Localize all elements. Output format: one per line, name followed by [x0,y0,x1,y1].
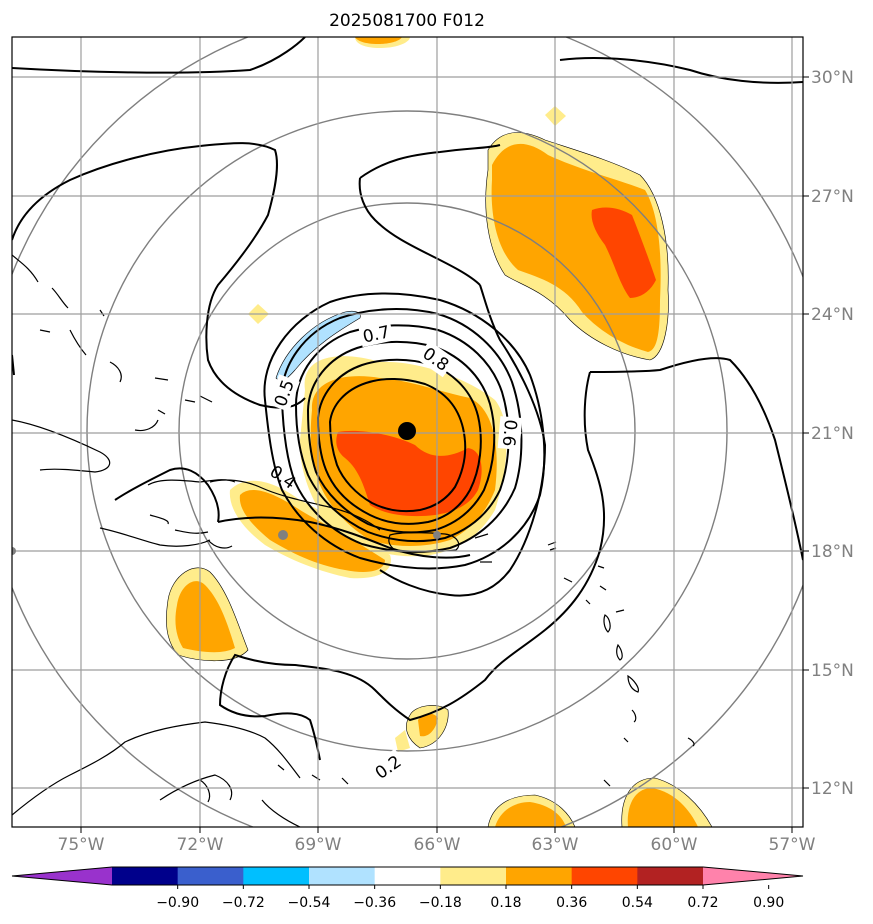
lat-label: 15°N [811,661,854,681]
longitude-labels: 75°W 72°W 69°W 66°W 63°W 60°W 57°W [58,835,816,855]
figure-title: 2025081700 F012 [329,11,485,31]
lat-label: 30°N [811,68,854,88]
colorbar-swatch [571,867,638,885]
latitude-labels: 30°N 27°N 24°N 21°N 18°N 15°N 12°N [811,68,854,799]
colorbar-extend-low [12,867,112,885]
colorbar-label: 0.90 [753,895,784,911]
colorbar-extend-high [703,867,803,885]
shading-high [336,207,656,517]
lon-label: 66°W [414,835,461,855]
lat-label: 21°N [811,424,854,444]
colorbar-label: 0.54 [622,895,653,911]
coastlines [12,254,695,827]
storm-center-marker [398,422,416,440]
range-rings [12,37,803,827]
lat-label: 12°N [811,779,854,799]
colorbar-swatch [506,867,573,885]
lon-label: 60°W [651,835,698,855]
shade-outlines [166,132,713,827]
colorbar: −0.90 −0.72 −0.54 −0.36 −0.18 0.18 0.36 0.54 0.7… [11,866,804,911]
map-border [11,36,804,828]
contour-label-0-6: 0.6 [498,419,520,448]
contours-outer [12,37,803,761]
colorbar-swatch [374,867,441,885]
colorbar-label: 0.36 [556,895,587,911]
lon-label: 72°W [177,835,224,855]
colorbar-label: 0.72 [687,895,718,911]
lat-label: 24°N [811,305,854,325]
colorbar-swatch [309,867,376,885]
colorbar-label: −0.36 [353,895,396,911]
colorbar-outline [11,866,804,886]
colorbar-label: 0.18 [490,895,521,911]
colorbar-swatch [243,867,310,885]
map-panel: 0.7 0.8 0.5 0.6 0.4 0.2 [12,37,803,827]
city-marker-santo-domingo [278,530,288,540]
colorbar-label: −0.72 [222,895,265,911]
colorbar-swatch [637,867,704,885]
colorbar-swatch [177,867,244,885]
edge-marker [12,547,16,555]
lon-label: 75°W [58,835,105,855]
colorbar-label: −0.90 [156,895,199,911]
colorbar-label: −0.54 [288,895,331,911]
colorbar-swatch [440,867,507,885]
colorbar-swatch [112,867,179,885]
city-marker-san-juan [433,531,441,539]
lat-label: 27°N [811,187,854,207]
colorbar-label: −0.18 [419,895,462,911]
lon-label: 63°W [532,835,579,855]
lon-label: 69°W [295,835,342,855]
lon-label: 57°W [769,835,816,855]
lat-label: 18°N [811,542,854,562]
tick-marks [80,76,809,833]
